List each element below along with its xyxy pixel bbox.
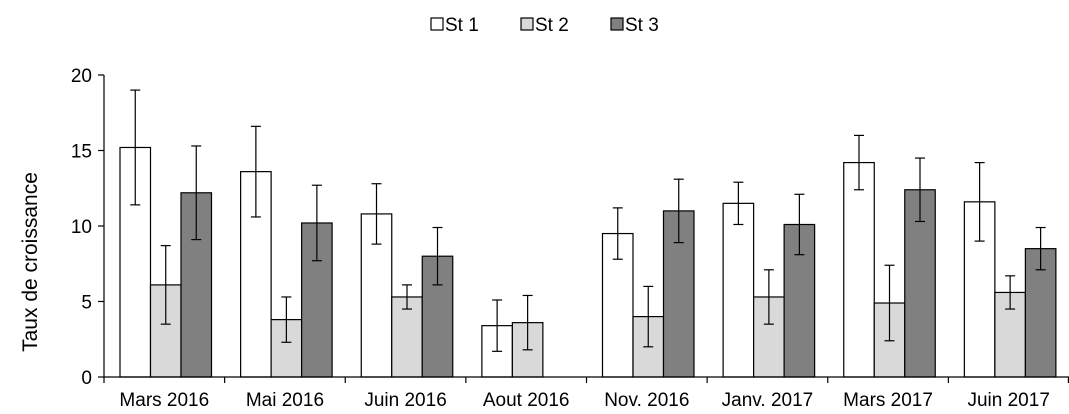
error-bar-2-8 [1005, 275, 1016, 310]
x-tick-label-2: Mai 2016 [246, 390, 324, 411]
y-tick-label-3: 15 [71, 142, 92, 163]
x-tick-label-8: Juin 2017 [967, 390, 1049, 411]
x-tick-label-1: Mars 2016 [119, 390, 209, 411]
error-bar-3-7 [915, 157, 925, 223]
error-bar-2-2 [281, 296, 292, 343]
legend-label-3: St 3 [625, 15, 659, 36]
legend-label-1: St 1 [445, 15, 479, 36]
bar-1-7 [843, 161, 875, 378]
error-bar-2-3 [402, 284, 412, 310]
error-bar-1-2 [250, 125, 261, 218]
error-bar-2-7 [884, 264, 895, 342]
error-bar-1-6 [733, 181, 744, 226]
legend-swatch-2 [520, 17, 534, 31]
legend-swatch-3 [610, 17, 624, 31]
y-tick-label-1: 5 [81, 293, 92, 314]
x-tick-label-6: Janv. 2017 [722, 390, 814, 411]
error-bar-1-4 [492, 299, 503, 352]
error-bar-2-6 [763, 269, 774, 325]
error-bar-3-2 [311, 184, 322, 262]
error-bar-3-8 [1035, 226, 1046, 271]
x-tick-label-3: Juin 2016 [364, 390, 446, 411]
y-axis-title: Taux de croissance [19, 172, 42, 352]
x-tick-label-7: Mars 2017 [843, 390, 933, 411]
error-bar-3-3 [432, 226, 443, 286]
error-bar-3-6 [794, 193, 805, 256]
error-bar-1-7 [854, 134, 864, 191]
error-bar-2-1 [160, 245, 171, 325]
error-bar-3-5 [673, 178, 684, 244]
error-bar-2-4 [522, 294, 533, 351]
error-bar-1-3 [371, 183, 382, 245]
x-tick-label-5: Nov. 2016 [604, 390, 689, 411]
bar-1-6 [722, 202, 755, 378]
y-tick-label-4: 20 [71, 66, 92, 87]
error-bar-1-1 [130, 89, 141, 206]
x-tick-label-4: Aout 2016 [483, 390, 570, 411]
legend-label-2: St 2 [535, 15, 569, 36]
legend-swatch-1 [430, 17, 444, 31]
error-bar-1-8 [974, 161, 985, 242]
legend: St 1 St 2 St 3 [430, 15, 659, 36]
plot-area: 0 5 10 15 20 Mars 2016 Mai 2016 Juin 2016 Aout 2… [71, 66, 1069, 411]
error-bar-3-1 [191, 145, 202, 241]
y-tick-label-0: 0 [81, 368, 92, 389]
error-bar-2-5 [643, 285, 654, 348]
y-tick-label-2: 10 [71, 217, 92, 238]
error-bar-1-5 [612, 207, 623, 260]
